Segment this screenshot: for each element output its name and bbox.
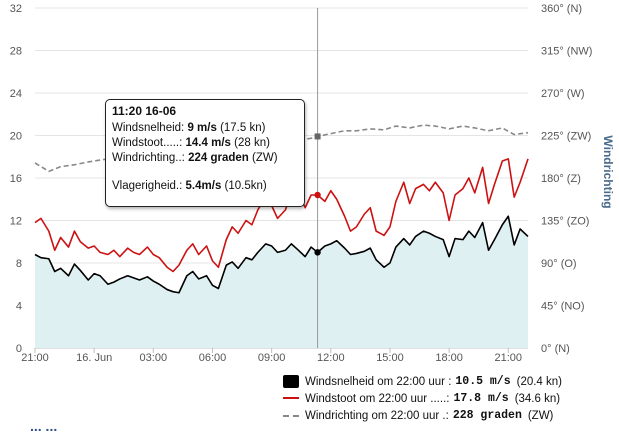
legend-direction-value: 228 graden [452, 409, 522, 422]
legend-gust-text: Windstoot om 22:00 uur .....: [305, 392, 450, 405]
tooltip-gust-label: Windstoot.....: [112, 137, 183, 149]
legend-speed-text: Windsnelheid om 22:00 uur : [305, 375, 452, 388]
y-left-tick-label: 32 [10, 3, 22, 15]
legend: Windsnelheid om 22:00 uur : 10.5 m/s (20… [283, 373, 562, 424]
x-tick-label: 12:00 [317, 352, 345, 364]
y-left-tick-label: 12 [10, 216, 22, 228]
x-tick-label: 06:00 [199, 352, 227, 364]
y-left-tick-label: 20 [10, 131, 22, 143]
direction-marker [314, 133, 321, 140]
x-tick-label: 21:00 [495, 352, 523, 364]
speed-line [34, 215, 529, 294]
legend-direction-code: (ZW) [527, 409, 554, 422]
tooltip-gustiness-label: Vlagerigheid.: [112, 180, 183, 192]
y-right-tick-label: 180° (Z) [541, 173, 581, 185]
y-right-tick-label: 45° (NO) [541, 301, 585, 313]
x-tick-label: 21:00 [21, 352, 49, 364]
tooltip-direction-value: 224 graden [188, 152, 249, 164]
tooltip-gustiness-row: Vlagerigheid.: 5.4m/s (10.5kn) [112, 179, 298, 194]
tooltip-direction-label: Windrichting..: [112, 152, 185, 164]
y-right-tick-label: 90° (O) [541, 258, 577, 270]
legend-speed-value: 10.5 m/s [455, 375, 511, 388]
x-tick-label: 18:00 [435, 352, 463, 364]
y-right-tick-label: 315° (NW) [541, 46, 592, 58]
y-right-tick-label: 270° (W) [541, 88, 585, 100]
y-right-tick-label: 225° (ZW) [541, 131, 591, 143]
x-tick-label: 15:00 [376, 352, 404, 364]
tooltip-speed-label: Windsnelheid: [112, 122, 185, 134]
speed-marker [314, 249, 321, 256]
y-left-tick-label: 24 [10, 88, 22, 100]
axis-labels: 0 4 8 12 16 20 24 28 32 0° (N) 45° (NO) 90° (O) 135°… [10, 3, 615, 364]
y-right-tick-label: 360° (N) [541, 3, 582, 15]
direction-dash-icon [283, 409, 299, 422]
legend-item-gust[interactable]: Windstoot om 22:00 uur .....: 17.8 m/s (… [283, 390, 562, 407]
crosshair [314, 8, 321, 348]
legend-speed-kn: (20.4 kn) [516, 375, 562, 388]
tooltip-gustiness-kn: (10.5kn) [224, 180, 267, 192]
legend-gust-kn: (34.6 kn) [514, 392, 561, 405]
tooltip-direction-code: (ZW) [252, 152, 278, 164]
legend-direction-text: Windrichting om 22:00 uur .: [305, 409, 449, 422]
tooltip-gust-kn: (28 kn) [234, 137, 270, 149]
y-left-tick-label: 0 [16, 343, 22, 355]
gust-marker [314, 191, 321, 199]
y-left-tick-label: 16 [10, 173, 22, 185]
tooltip-speed-kn: (17.5 kn) [220, 122, 266, 134]
y-left-tick-label: 8 [16, 258, 22, 270]
tooltip-gust-row: Windstoot.....: 14.4 m/s (28 kn) [112, 136, 298, 151]
tooltip-direction-row: Windrichting..: 224 graden (ZW) [112, 151, 298, 166]
speed-area-fill [35, 216, 528, 348]
gust-line [34, 158, 529, 273]
tooltip: 11:20 16-06 Windsnelheid: 9 m/s (17.5 kn… [105, 99, 305, 207]
x-tick-label: 16. Jun [76, 352, 112, 364]
legend-gust-value: 17.8 m/s [453, 392, 509, 405]
legend-item-speed[interactable]: Windsnelheid om 22:00 uur : 10.5 m/s (20… [283, 373, 562, 390]
y-left-tick-label: 4 [16, 301, 22, 313]
tooltip-gustiness-value: 5.4m/s [185, 180, 222, 192]
tooltip-spacer [112, 166, 298, 179]
gust-line-icon [283, 392, 299, 405]
x-tick-label: 03:00 [140, 352, 168, 364]
legend-item-direction[interactable]: Windrichting om 22:00 uur .: 228 graden … [283, 407, 562, 424]
y-right-tick-label: 135° (ZO) [541, 216, 589, 228]
speed-area [35, 216, 528, 348]
tooltip-title: 11:20 16-06 [112, 104, 177, 118]
tooltip-speed-row: Windsnelheid: 9 m/s (17.5 kn) [112, 121, 298, 136]
y-right-tick-label: 0° (N) [541, 343, 570, 355]
y-left-tick-label: 28 [10, 46, 22, 58]
tooltip-speed-value: 9 m/s [187, 122, 217, 134]
speed-swatch-icon [283, 375, 299, 388]
tooltip-gust-value: 14.4 m/s [185, 137, 231, 149]
x-tick-label: 09:00 [258, 352, 286, 364]
y-right-axis-title: Windrichting [601, 135, 615, 208]
cutoff-text: ... ... [30, 418, 58, 434]
